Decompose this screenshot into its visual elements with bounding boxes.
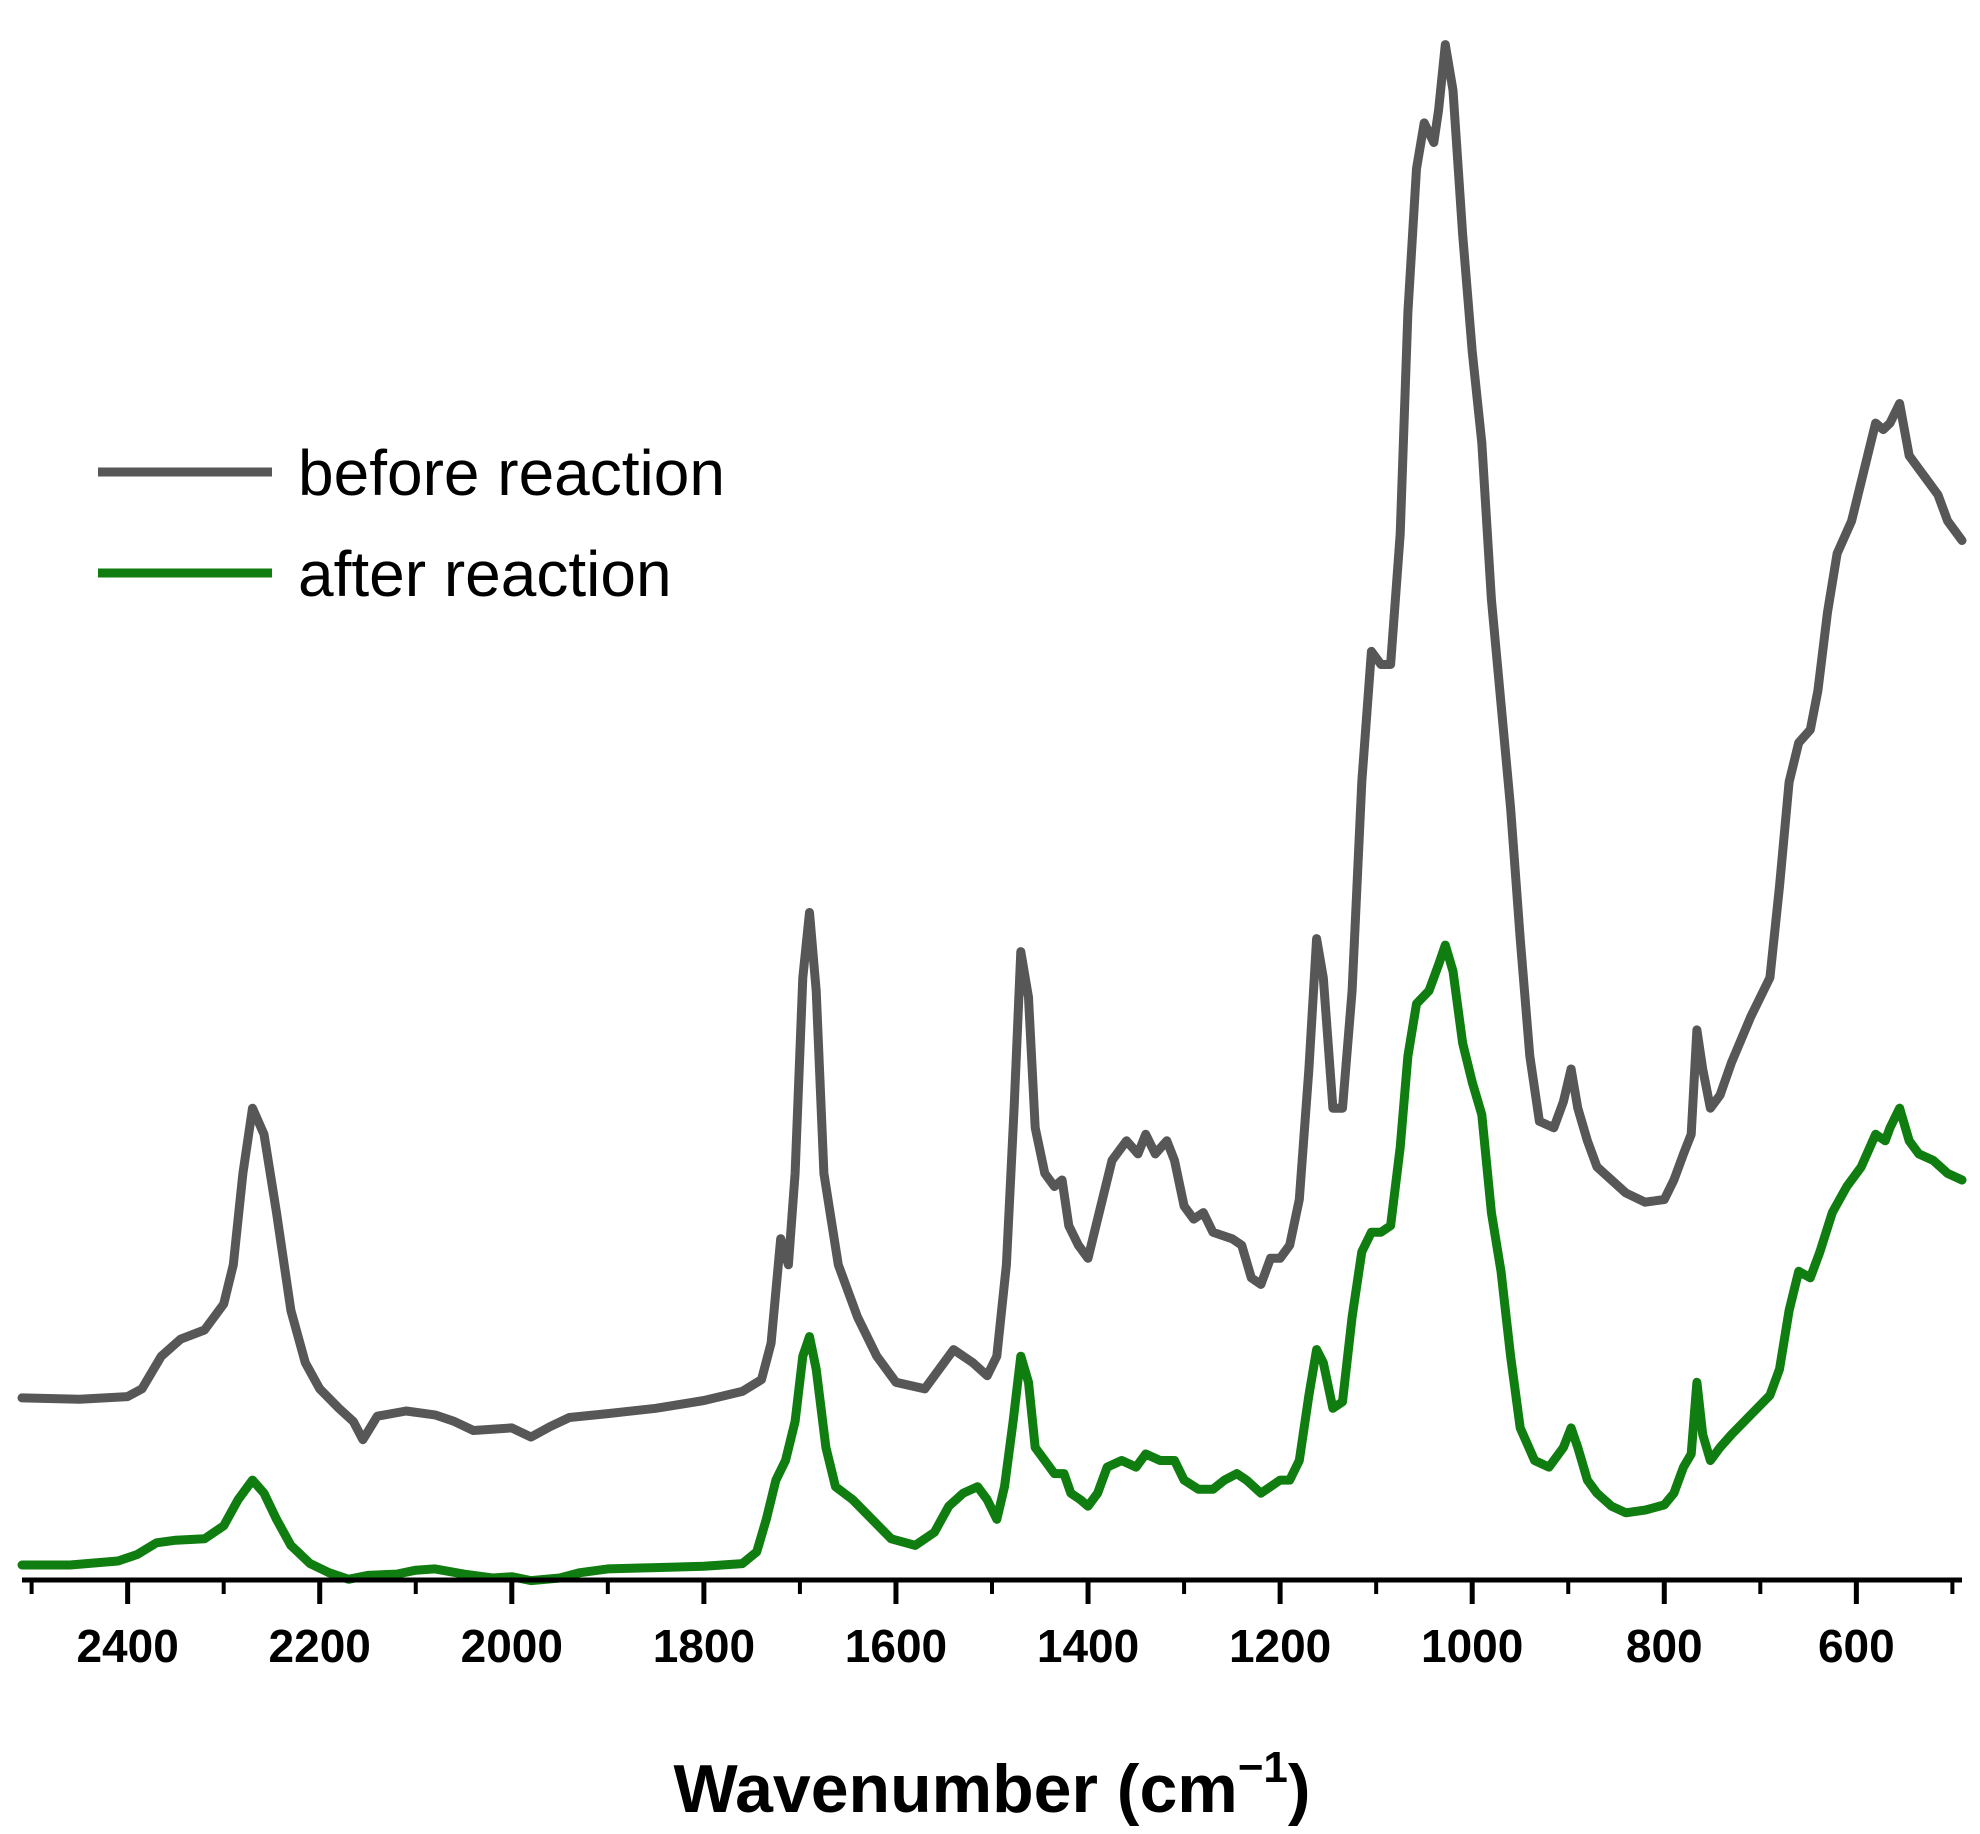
x-axis: 2400 2200 2000 1800 1600 1400 1200 1000 800 600	[22, 1577, 1962, 1672]
x-tick-label-600: 600	[1818, 1620, 1895, 1672]
x-tick-label-1000: 1000	[1421, 1620, 1523, 1672]
series-layer	[17, 40, 1967, 1586]
series-line-before	[17, 40, 1967, 1445]
x-axis-title-superscript: −1	[1238, 1743, 1288, 1792]
x-tick-label-1800: 1800	[653, 1620, 755, 1672]
x-tick-label-2400: 2400	[76, 1620, 178, 1672]
x-tick-label-2200: 2200	[269, 1620, 371, 1672]
x-tick-label-2000: 2000	[461, 1620, 563, 1672]
legend: before reaction after reaction	[98, 437, 725, 610]
series-line-after	[17, 940, 1967, 1586]
x-axis-title-close: )	[1288, 1751, 1311, 1827]
x-tick-label-1400: 1400	[1037, 1620, 1139, 1672]
legend-label-before: before reaction	[298, 437, 725, 509]
x-axis-ticks: 2400 2200 2000 1800 1600 1400 1200 1000 800 600	[29, 1580, 1955, 1672]
legend-label-after: after reaction	[298, 538, 672, 610]
x-axis-title: Wavenumber (cm−1)	[673, 1743, 1310, 1827]
x-tick-label-1200: 1200	[1229, 1620, 1331, 1672]
x-axis-title-text: Wavenumber (cm	[673, 1751, 1237, 1827]
x-tick-label-800: 800	[1626, 1620, 1703, 1672]
x-tick-label-1600: 1600	[845, 1620, 947, 1672]
